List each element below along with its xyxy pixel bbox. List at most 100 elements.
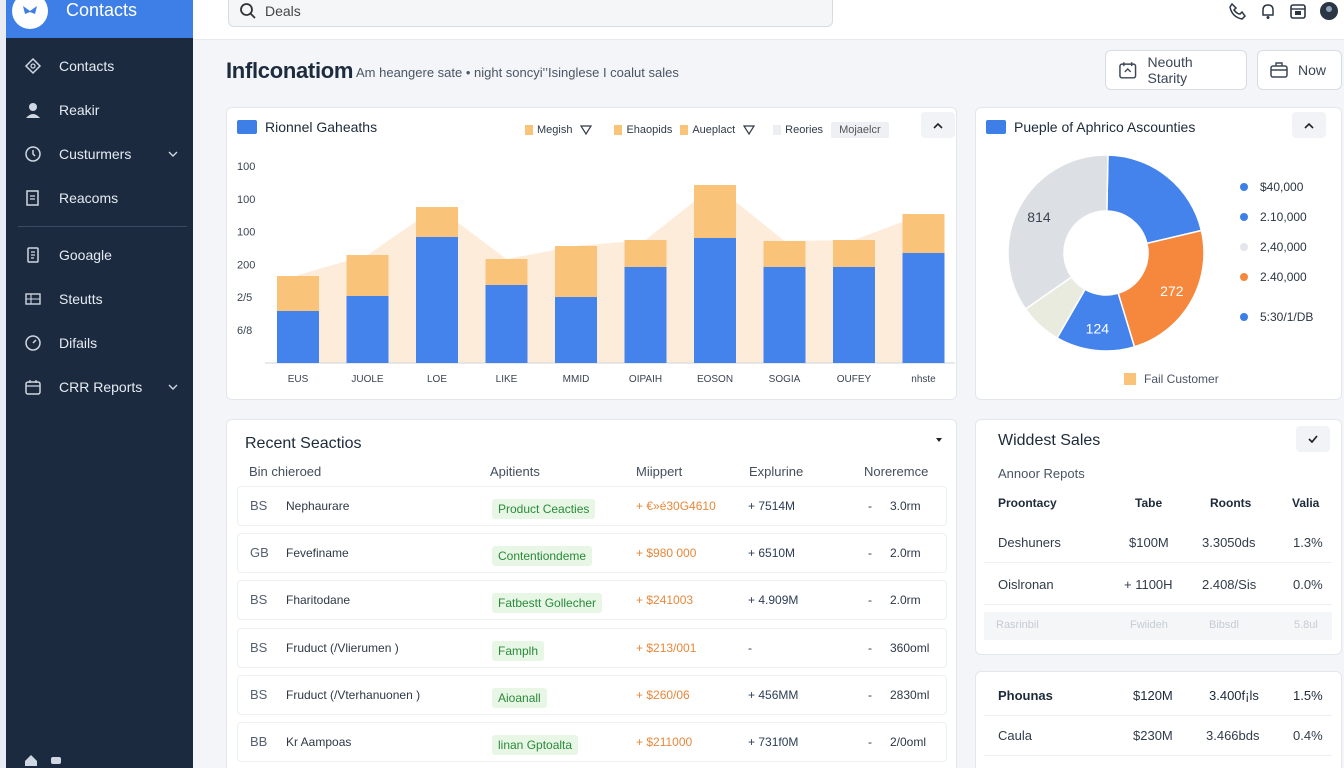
bar-segment-blue[interactable]: [763, 267, 806, 363]
row-code: BS: [250, 498, 268, 513]
calendar-icon[interactable]: [1290, 2, 1306, 20]
bar-segment-orange[interactable]: [624, 240, 667, 267]
sidebar-item-steutts[interactable]: Steutts: [6, 277, 193, 321]
avatar[interactable]: [1320, 2, 1338, 20]
bell-icon[interactable]: [1260, 2, 1276, 20]
bar-segment-orange[interactable]: [416, 207, 458, 237]
legend-item[interactable]: Ehaopids: [614, 124, 672, 136]
column-header[interactable]: Noreremce: [864, 464, 929, 479]
table-row[interactable]: Deshuners $100M 3.3050ds 1.3%: [984, 521, 1332, 563]
bar-segment-orange[interactable]: [555, 246, 597, 297]
column-header[interactable]: Explurine: [749, 464, 804, 479]
bar-segment-blue[interactable]: [555, 297, 597, 363]
sidebar-item-reacoms[interactable]: Reacoms: [6, 176, 193, 220]
bar-segment-orange[interactable]: [694, 185, 736, 238]
pie-chart-title: Pueple of Aphrico Ascounties: [1014, 119, 1196, 135]
page-subtitle: Am heangere sate • night soncyi'’Isingle…: [356, 65, 679, 80]
column-header[interactable]: Valia: [1292, 496, 1320, 510]
donut-slice[interactable]: [1106, 154, 1203, 245]
sidebar-item-custurmers[interactable]: Custurmers: [6, 132, 193, 176]
row-amount: + $241003: [636, 593, 694, 608]
table-row[interactable]: BS Fruduct (/Vlierumen ) Famplh + $213/001 -…: [237, 627, 947, 668]
sidebar-footer: [24, 754, 62, 766]
bar-segment-orange[interactable]: [485, 259, 528, 285]
bar-segment-blue[interactable]: [485, 285, 528, 363]
filter-icon[interactable]: [580, 125, 593, 135]
column-header[interactable]: Proontacy: [998, 496, 1057, 510]
sidebar-item-gooagle[interactable]: Gooagle: [6, 233, 193, 277]
sidebar-item-label: CRR Reports: [59, 379, 143, 395]
bar-segment-orange[interactable]: [346, 255, 389, 296]
now-button[interactable]: Now: [1257, 50, 1342, 90]
x-tick-label: EUS: [288, 374, 309, 385]
user-icon[interactable]: [50, 754, 62, 764]
row-value: 3.0rm: [890, 499, 921, 513]
filter-icon[interactable]: [743, 125, 756, 135]
row-change: + 6510M: [748, 546, 796, 561]
bar-segment-orange[interactable]: [902, 214, 945, 253]
sidebar-item-contacts[interactable]: Contacts: [6, 44, 193, 88]
table-row[interactable]: Phounas $120M 3.400f¡ls 1.5%: [984, 674, 1332, 716]
row-value: 2.0rm: [890, 593, 921, 608]
search-input[interactable]: Deals: [228, 0, 833, 27]
phone-icon[interactable]: [1228, 2, 1246, 20]
collapse-button[interactable]: [1292, 112, 1326, 138]
cell: $100M: [1129, 535, 1169, 550]
phounas-card: Phounas $120M 3.400f¡ls 1.5% Caula $230M…: [975, 671, 1342, 768]
cell: $120M: [1133, 688, 1173, 703]
home-icon[interactable]: [24, 754, 38, 766]
bar-segment-orange[interactable]: [763, 241, 806, 267]
sidebar-item-difails[interactable]: Difails: [6, 321, 193, 365]
row-dash: -: [868, 546, 872, 561]
donut-slice[interactable]: [1007, 154, 1109, 311]
sidebar-item-label: Custurmers: [59, 146, 132, 162]
sidebar-item-crr-reports[interactable]: CRR Reports: [6, 365, 193, 409]
column-header[interactable]: Apitients: [490, 464, 540, 479]
row-code: BS: [250, 686, 268, 702]
column-header[interactable]: Miippert: [636, 464, 683, 479]
table-row[interactable]: Caula $230M 3.466bds 0.4%: [984, 714, 1332, 756]
sidebar-item-label: Reakir: [59, 102, 100, 118]
collapse-button[interactable]: [921, 112, 955, 138]
chevron-down-icon[interactable]: [935, 437, 943, 443]
table-row[interactable]: Oislronan + 1100H 2.408/Sis 0.0%: [984, 563, 1332, 605]
bar-segment-blue[interactable]: [277, 311, 319, 363]
bar-segment-orange[interactable]: [833, 240, 875, 267]
pie-legend-item: $40,000: [1240, 172, 1313, 202]
bar-segment-blue[interactable]: [416, 237, 458, 363]
bar-segment-blue[interactable]: [902, 253, 945, 363]
bar-segment-orange[interactable]: [277, 276, 319, 311]
month-button[interactable]: Neouth Starity: [1105, 50, 1247, 90]
pie-legend-item: 2.10,000: [1240, 202, 1313, 232]
chevron-down-icon[interactable]: [167, 381, 179, 393]
bar-chart-card: Rionnel Gaheaths Megish Ehaopids Aueplac…: [226, 107, 957, 400]
legend-dropdown[interactable]: Mojaelcr: [831, 122, 889, 138]
bar-segment-blue[interactable]: [624, 267, 667, 363]
bar-segment-blue[interactable]: [694, 238, 736, 363]
table-row[interactable]: BS Fharitodane Fatbestt Gollecher + $241003…: [237, 580, 947, 621]
table-row[interactable]: BS Nephaurare Product Ceacties + €»é30G4610…: [237, 486, 947, 526]
bar-segment-blue[interactable]: [346, 296, 389, 363]
row-change: -: [748, 640, 752, 655]
x-tick-label: LIKE: [496, 374, 518, 385]
table-row[interactable]: GB Fevefiname Contentiondeme + $980 000 + 65…: [237, 533, 947, 574]
legend-item[interactable]: Aueplact: [680, 124, 735, 136]
y-tick-label: 6/8: [237, 325, 252, 337]
table-row[interactable]: BB Kr Aampoas linan Gptoalta + $211000 + 731…: [237, 722, 947, 762]
column-header[interactable]: Roonts: [1210, 496, 1252, 510]
briefcase-icon: [1270, 62, 1288, 78]
table-row[interactable]: BS Fruduct (/Vterhanuonen ) Aioanall + $260…: [237, 674, 947, 715]
bar-segment-blue[interactable]: [833, 267, 875, 363]
column-header[interactable]: Bin chieroed: [249, 464, 322, 479]
chevron-down-icon[interactable]: [167, 148, 179, 160]
donut-slice[interactable]: [1117, 229, 1205, 348]
cell: Phounas: [998, 688, 1053, 703]
sidebar-item-reakir[interactable]: Reakir: [6, 88, 193, 132]
pie-legend-item: 5:30/1/DB: [1240, 302, 1313, 332]
table-row-faded[interactable]: Rasrinbil Fwiideh Bibsdl 5.8ul: [984, 612, 1332, 640]
legend-item[interactable]: Megish: [525, 124, 572, 136]
check-button[interactable]: [1296, 426, 1330, 452]
month-button-label: Neouth Starity: [1147, 54, 1193, 86]
column-header[interactable]: Tabe: [1135, 496, 1163, 510]
legend-item[interactable]: Reories: [773, 124, 823, 136]
